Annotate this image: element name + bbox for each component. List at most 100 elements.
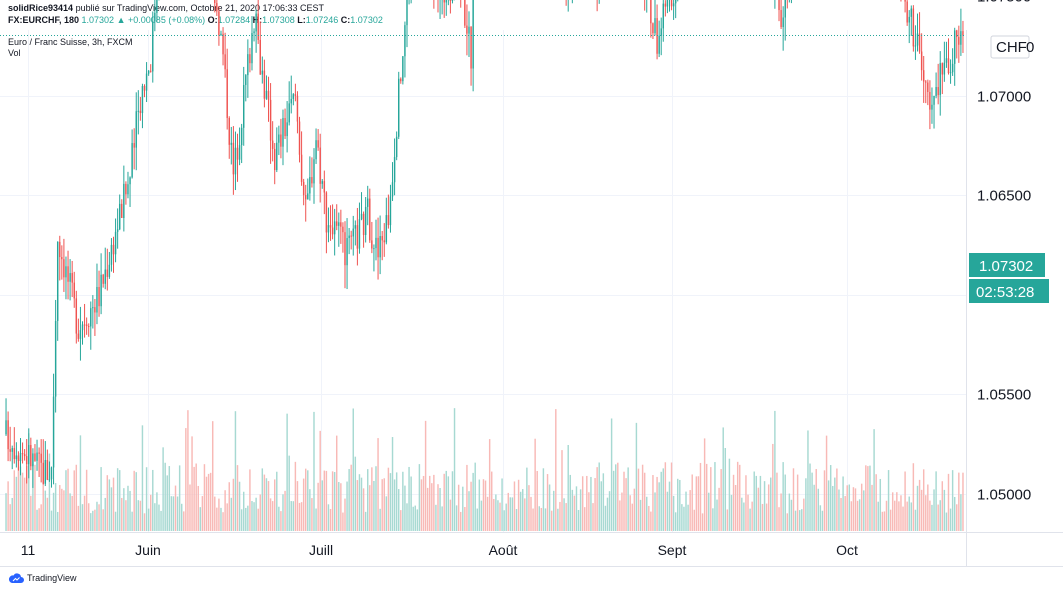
volume-bar bbox=[784, 474, 786, 531]
volume-bar bbox=[311, 498, 313, 531]
volume-bar bbox=[846, 485, 848, 531]
volume-bar bbox=[755, 475, 758, 531]
volume-bar bbox=[139, 500, 142, 531]
volume-bar bbox=[765, 503, 768, 531]
volume-bar bbox=[807, 430, 809, 531]
volume-bar bbox=[581, 476, 584, 531]
volume-bar bbox=[953, 496, 956, 531]
volume-bar bbox=[798, 510, 801, 531]
volume-bar bbox=[503, 510, 505, 531]
volume-bar bbox=[414, 505, 416, 531]
volume-bar bbox=[848, 484, 851, 531]
currency-badge[interactable] bbox=[990, 35, 1030, 59]
candle-body-up bbox=[654, 18, 656, 34]
volume-bar bbox=[226, 503, 228, 531]
volume-bar bbox=[912, 463, 915, 531]
volume-bar bbox=[187, 410, 189, 531]
candle-body-up bbox=[145, 73, 148, 91]
candle-body-up bbox=[90, 308, 92, 327]
candle-body-up bbox=[261, 70, 264, 75]
volume-bar bbox=[197, 485, 199, 531]
volume-bar bbox=[267, 481, 270, 531]
volume-bar bbox=[577, 509, 580, 531]
volume-bar bbox=[875, 474, 877, 531]
candle-body-down bbox=[59, 241, 61, 258]
volume-bar bbox=[455, 505, 458, 531]
volume-bar bbox=[209, 472, 212, 531]
volume-bar bbox=[615, 464, 617, 531]
volume-bar bbox=[478, 479, 481, 531]
volume-bar bbox=[17, 457, 20, 531]
volume-bar bbox=[118, 470, 121, 531]
candle-body-down bbox=[304, 195, 307, 200]
volume-bar bbox=[453, 408, 456, 531]
price-axis[interactable]: 1.050001.055001.060001.065001.070001.075… bbox=[977, 0, 1031, 504]
candle-body-down bbox=[224, 54, 226, 70]
candle-body-up bbox=[247, 54, 249, 76]
candle-body-down bbox=[228, 118, 230, 145]
volume-bar bbox=[168, 466, 171, 531]
volume-bar bbox=[466, 464, 468, 531]
candle-body-up bbox=[662, 3, 665, 29]
volume-bar bbox=[404, 485, 406, 531]
candle-body-up bbox=[220, 33, 222, 36]
volume-bar bbox=[538, 506, 540, 531]
volume-bar bbox=[367, 469, 369, 531]
candle-body-up bbox=[290, 98, 292, 104]
candle-body-up bbox=[468, 26, 470, 34]
candle-body-up bbox=[286, 122, 288, 137]
candle-body-down bbox=[226, 69, 228, 119]
volume-bar bbox=[211, 421, 214, 531]
volume-bar bbox=[48, 453, 51, 531]
volume-bar bbox=[147, 508, 150, 531]
volume-bar bbox=[559, 501, 561, 531]
candle-body-up bbox=[92, 307, 94, 309]
volume-bar bbox=[712, 508, 714, 531]
volume-bars bbox=[5, 408, 964, 531]
candle-body-down bbox=[350, 235, 352, 237]
volume-bar bbox=[495, 494, 497, 531]
candle-body-up bbox=[276, 142, 278, 171]
candle-body-up bbox=[245, 75, 247, 86]
volume-bar bbox=[304, 468, 307, 531]
volume-bar bbox=[36, 509, 38, 531]
volume-bar bbox=[21, 472, 24, 531]
symbol-label: FX:EURCHF, 180 bbox=[8, 15, 80, 25]
candle-body-down bbox=[317, 140, 319, 148]
candle-body-up bbox=[48, 479, 51, 481]
candle-body-down bbox=[922, 70, 925, 82]
countdown-badge bbox=[969, 279, 1049, 303]
volume-bar bbox=[691, 474, 693, 531]
volume-bar bbox=[939, 500, 941, 531]
volume-bar bbox=[617, 462, 619, 531]
candle-body-up bbox=[348, 235, 350, 239]
volume-bar bbox=[906, 501, 908, 531]
volume-bar bbox=[87, 503, 90, 531]
candle-body-up bbox=[960, 31, 962, 45]
volume-bar bbox=[325, 470, 328, 531]
volume-bar bbox=[143, 513, 146, 531]
volume-bar bbox=[515, 509, 518, 531]
candle-body-up bbox=[230, 142, 233, 145]
candle-body-down bbox=[912, 8, 915, 47]
volume-bar bbox=[418, 464, 421, 531]
candle-body-down bbox=[920, 51, 923, 71]
volume-bar bbox=[15, 476, 18, 531]
volume-bar bbox=[840, 497, 842, 531]
volume-bar bbox=[509, 497, 512, 531]
candle-body-up bbox=[389, 196, 392, 226]
time-axis[interactable]: 11 Juin Juill Août Sept Oct bbox=[21, 542, 858, 558]
volume-bar bbox=[457, 484, 460, 531]
footer-brand-text: TradingView bbox=[27, 573, 77, 583]
volume-bar bbox=[431, 483, 433, 531]
volume-bar bbox=[834, 477, 836, 531]
volume-bar bbox=[530, 496, 532, 531]
candle-body-down bbox=[218, 11, 220, 36]
volume-bar bbox=[796, 474, 799, 531]
footer-brand[interactable]: TradingView bbox=[8, 572, 77, 584]
volume-bar bbox=[114, 511, 117, 531]
volume-bar bbox=[842, 476, 844, 531]
volume-bar bbox=[757, 487, 760, 531]
volume-bar bbox=[296, 481, 299, 531]
